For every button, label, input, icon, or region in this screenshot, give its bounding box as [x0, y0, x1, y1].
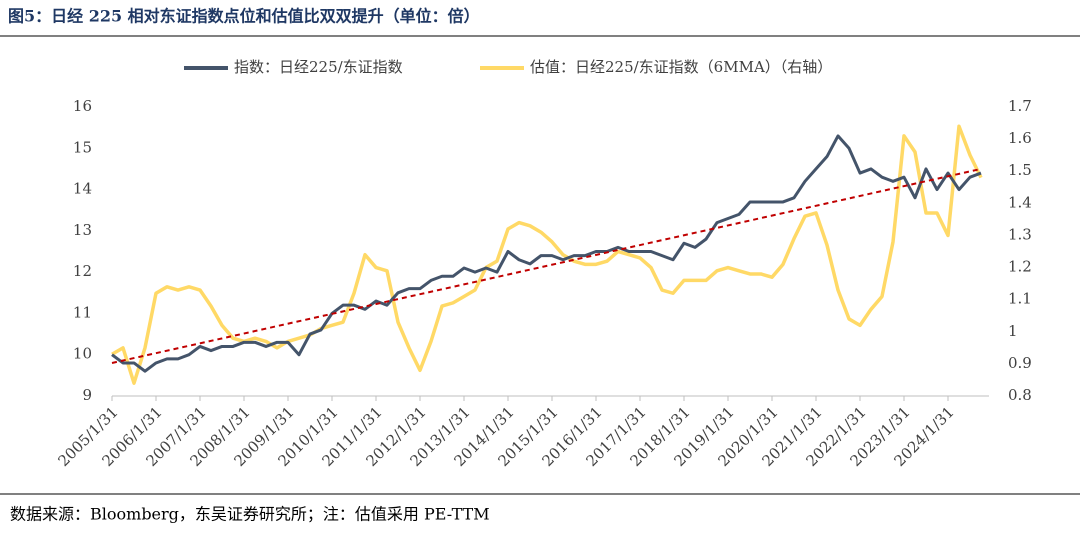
source: 数据来源：Bloomberg，东吴证券研究所；注：估值采用 PE-TTM: [10, 505, 490, 524]
y2-tick-label: 1.3: [1008, 225, 1032, 243]
y2-tick-label: 0.8: [1008, 386, 1032, 404]
y2-tick-label: 1.4: [1008, 193, 1032, 211]
y2-tick-label: 1.1: [1008, 290, 1032, 308]
y-tick-label: 10: [73, 345, 92, 363]
y-tick-label: 14: [73, 180, 92, 198]
trend-line: [111, 167, 982, 364]
y-tick-label: 11: [73, 303, 92, 321]
y-tick-label: 9: [82, 386, 92, 404]
y-tick-label: 12: [73, 262, 92, 280]
legend-label: 指数：日经225/东证指数: [234, 58, 403, 76]
y2-tick-label: 0.9: [1008, 354, 1032, 372]
y2-tick-label: 1.5: [1008, 161, 1032, 179]
y2-tick-label: 1.2: [1008, 258, 1032, 276]
y-tick-label: 15: [73, 138, 92, 156]
legend-label: 估值：日经225/东证指数（6MMA）（右轴）: [530, 58, 832, 76]
y2-tick-label: 1.7: [1008, 97, 1032, 115]
y-tick-label: 16: [73, 97, 92, 115]
chart-title: 图5：日经 225 相对东证指数点位和估值比双双提升（单位：倍）: [8, 7, 480, 26]
series-line: [111, 134, 982, 373]
y2-tick-label: 1.6: [1008, 129, 1032, 147]
series-line: [111, 124, 983, 385]
y-tick-label: 13: [73, 221, 92, 239]
y2-tick-label: 1: [1008, 322, 1018, 340]
